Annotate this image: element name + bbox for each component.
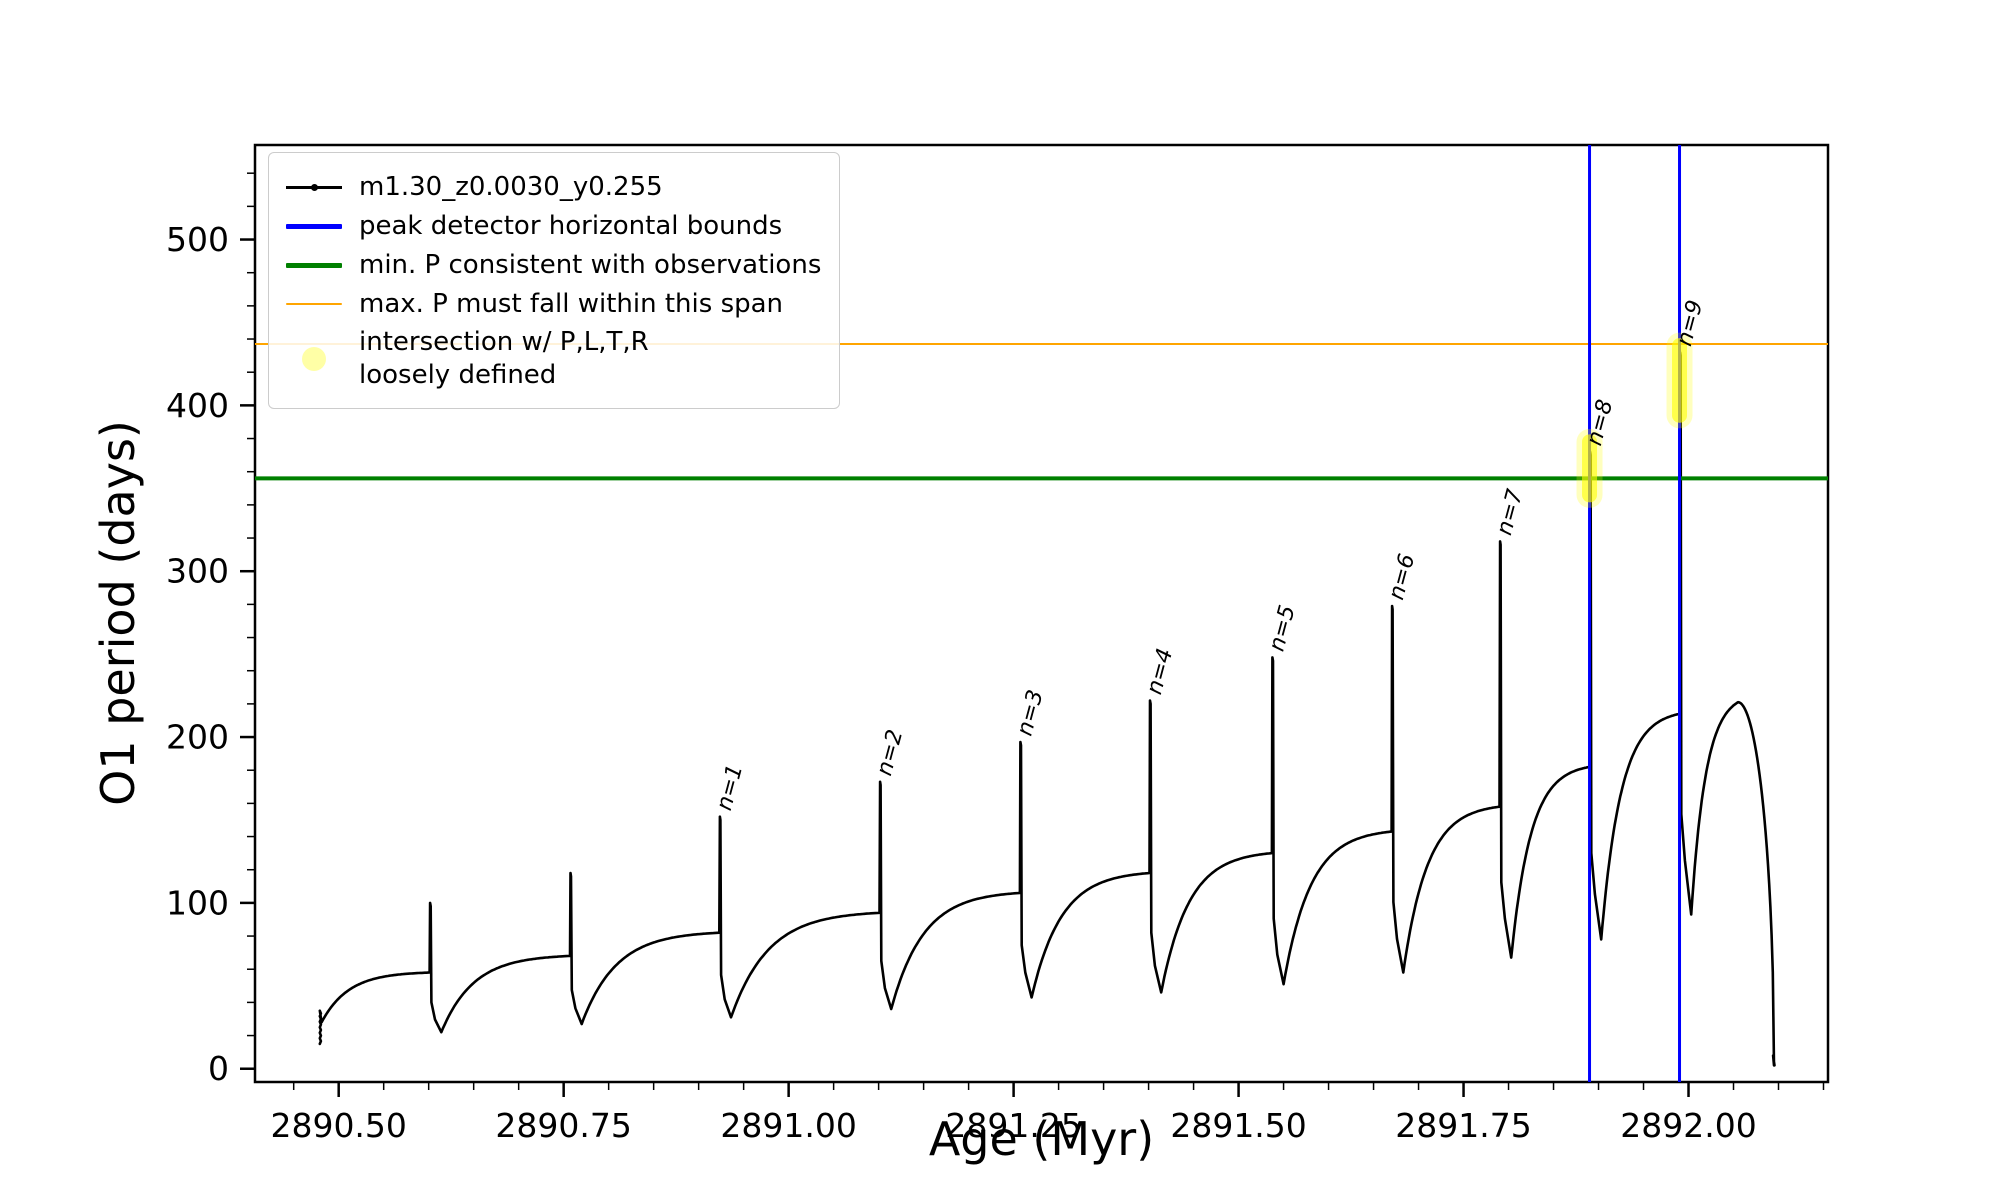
x-tick-label: 2891.25 (945, 1106, 1081, 1145)
legend-marker-dot (283, 342, 345, 376)
peak-label: n=5 (1265, 603, 1301, 654)
x-tick-label: 2892.00 (1620, 1106, 1756, 1145)
peak-label: n=8 (1582, 397, 1618, 448)
peak-label: n=3 (1013, 687, 1049, 738)
x-tick-label: 2891.75 (1395, 1106, 1531, 1145)
legend-label: m1.30_z0.0030_y0.255 (359, 171, 663, 202)
legend-marker-line-dot (283, 170, 345, 204)
intersection-markers (1576, 332, 1693, 508)
legend-marker-line (283, 287, 345, 321)
x-tick-label: 2890.75 (495, 1106, 631, 1145)
legend-marker-line (283, 209, 345, 243)
y-tick-label: 500 (166, 220, 229, 259)
y-tick-label: 0 (208, 1049, 229, 1088)
y-tick-label: 400 (166, 386, 229, 425)
x-tick-label: 2891.50 (1170, 1106, 1306, 1145)
axes-ticks: 2890.50 2890.75 2891.00 2891.25 2891.50 2891.… (166, 172, 1825, 1145)
y-axis-label: O1 period (days) (91, 420, 145, 806)
x-axis-label: Age (Myr) (928, 1112, 1155, 1166)
peak-label: n=2 (872, 727, 908, 778)
x-tick-label: 2890.50 (270, 1106, 406, 1145)
y-tick-label: 300 (166, 552, 229, 591)
legend-entry: intersection w/ P,L,T,R loosely defined (283, 326, 821, 391)
legend-label: min. P consistent with observations (359, 249, 822, 280)
series-line (318, 351, 1776, 1067)
peak-label: n=1 (712, 762, 748, 813)
legend-entry: peak detector horizontal bounds (283, 209, 821, 243)
peak-label: n=7 (1492, 487, 1528, 538)
y-tick-label: 200 (166, 718, 229, 757)
legend-marker-line (283, 248, 345, 282)
axes-frame (253, 143, 1830, 1084)
legend-label: peak detector horizontal bounds (359, 210, 783, 241)
legend-entry: max. P must fall within this span (283, 287, 821, 321)
x-tick-label: 2891.00 (720, 1106, 856, 1145)
legend-label: intersection w/ P,L,T,R loosely defined (359, 327, 649, 390)
legend-label: max. P must fall within this span (359, 288, 784, 319)
peak-label: n=4 (1142, 646, 1178, 697)
peak-detector-bounds (1588, 145, 1682, 1082)
legend-entry: m1.30_z0.0030_y0.255 (283, 170, 821, 204)
peak-label: n=9 (1672, 298, 1708, 349)
y-tick-label: 100 (166, 883, 229, 922)
peak-label: n=6 (1384, 551, 1420, 602)
legend-entry: min. P consistent with observations (283, 248, 821, 282)
peak-annotations: n=1 n=2 n=3 n=4 n=5 n=6 n=7 n=8 n=9 (712, 298, 1708, 814)
